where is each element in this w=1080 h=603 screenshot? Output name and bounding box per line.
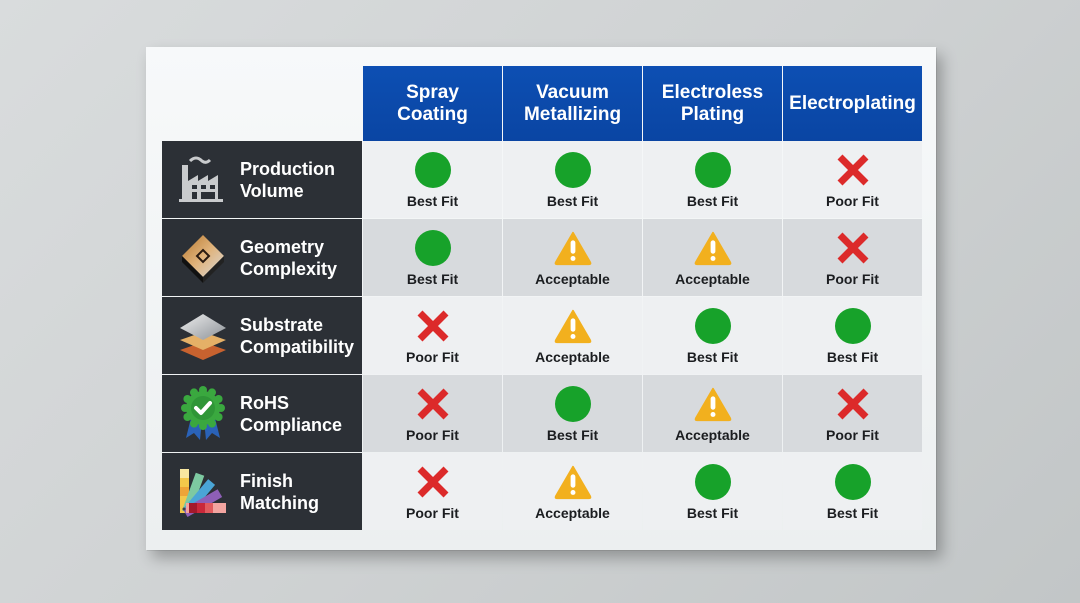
rating-cell: Best Fit (503, 141, 642, 218)
rating-label: Acceptable (535, 348, 610, 365)
column-headers: Spray Coating Vacuum Metallizing Electro… (363, 66, 923, 141)
column-header-electroplating: Electroplating (783, 66, 922, 141)
rating-cell: Best Fit (503, 375, 642, 452)
row-header-finish-matching: Finish Matching (162, 453, 362, 530)
rating-label: Best Fit (406, 270, 459, 287)
rating-cell: Best Fit (363, 141, 502, 218)
rating-label: Best Fit (686, 504, 739, 521)
rating-label: Acceptable (535, 270, 610, 287)
red-x-icon (414, 463, 452, 501)
warning-triangle-icon (554, 463, 592, 501)
column-header-electroless-plating: Electroless Plating (643, 66, 782, 141)
factory-icon (174, 151, 232, 209)
rating-label: Best Fit (826, 504, 879, 521)
warning-triangle-icon (554, 307, 592, 345)
rating-cell: Acceptable (503, 297, 642, 374)
rating-cell: Best Fit (783, 297, 922, 374)
certified-badge-icon (174, 385, 232, 443)
table-row-substrate-compatibility: Substrate Compatibility Poor Fit Acceptabl… (162, 297, 923, 374)
green-circle-icon (554, 385, 592, 423)
rating-cell: Best Fit (363, 219, 502, 296)
table-row-finish-matching: Finish Matching Poor Fit Acceptable Best Fi… (162, 453, 923, 530)
warning-triangle-icon (554, 229, 592, 267)
green-circle-icon (694, 151, 732, 189)
rating-label: Best Fit (406, 192, 459, 209)
rating-cell: Best Fit (643, 141, 782, 218)
green-circle-icon (414, 151, 452, 189)
rating-cell: Poor Fit (363, 453, 502, 530)
table-body: Production Volume Best Fit Best Fit Best Fi… (162, 141, 923, 531)
rating-cell: Poor Fit (363, 375, 502, 452)
rating-cell: Best Fit (783, 453, 922, 530)
rating-label: Poor Fit (826, 270, 879, 287)
green-circle-icon (694, 463, 732, 501)
rating-cell: Acceptable (503, 219, 642, 296)
row-header-substrate-compatibility: Substrate Compatibility (162, 297, 362, 374)
rating-label: Acceptable (675, 270, 750, 287)
row-header-production-volume: Production Volume (162, 141, 362, 218)
rating-label: Poor Fit (826, 192, 879, 209)
rating-label: Poor Fit (406, 504, 459, 521)
row-header-geometry-complexity: Geometry Complexity (162, 219, 362, 296)
red-x-icon (414, 307, 452, 345)
green-circle-icon (834, 307, 872, 345)
rating-cell: Acceptable (643, 375, 782, 452)
comparison-board: Spray Coating Vacuum Metallizing Electro… (146, 47, 936, 550)
table-row-geometry-complexity: Geometry Complexity Best Fit Acceptable Acc… (162, 219, 923, 296)
red-x-icon (414, 385, 452, 423)
layers-icon (174, 307, 232, 365)
rating-label: Best Fit (686, 192, 739, 209)
red-x-icon (834, 385, 872, 423)
row-label: Production Volume (240, 158, 335, 201)
rating-label: Best Fit (686, 348, 739, 365)
rating-cell: Poor Fit (783, 375, 922, 452)
rating-cell: Acceptable (643, 219, 782, 296)
color-swatch-fan-icon (174, 463, 232, 521)
row-label: Geometry Complexity (240, 236, 338, 279)
red-x-icon (834, 229, 872, 267)
red-x-icon (834, 151, 872, 189)
table-row-production-volume: Production Volume Best Fit Best Fit Best Fi… (162, 141, 923, 218)
column-header-spray-coating: Spray Coating (363, 66, 502, 141)
rating-label: Poor Fit (406, 426, 459, 443)
table-row-rohs-compliance: RoHS Compliance Poor Fit Best Fit Acceptabl… (162, 375, 923, 452)
column-header-vacuum-metallizing: Vacuum Metallizing (503, 66, 642, 141)
rating-cell: Best Fit (643, 297, 782, 374)
rating-label: Acceptable (675, 426, 750, 443)
rating-label: Poor Fit (826, 426, 879, 443)
row-label: RoHS Compliance (240, 392, 343, 435)
warning-triangle-icon (694, 229, 732, 267)
rating-label: Acceptable (535, 504, 610, 521)
green-circle-icon (414, 229, 452, 267)
warning-triangle-icon (694, 385, 732, 423)
rating-cell: Acceptable (503, 453, 642, 530)
rating-cell: Poor Fit (783, 219, 922, 296)
rating-label: Best Fit (826, 348, 879, 365)
row-label: Substrate Compatibility (240, 314, 355, 357)
rating-label: Poor Fit (406, 348, 459, 365)
green-circle-icon (554, 151, 592, 189)
row-label: Finish Matching (240, 470, 319, 513)
rating-label: Best Fit (546, 426, 599, 443)
row-header-rohs-compliance: RoHS Compliance (162, 375, 362, 452)
rating-cell: Poor Fit (363, 297, 502, 374)
rating-cell: Best Fit (643, 453, 782, 530)
green-circle-icon (694, 307, 732, 345)
geometry-diamond-icon (174, 229, 232, 287)
green-circle-icon (834, 463, 872, 501)
rating-label: Best Fit (546, 192, 599, 209)
rating-cell: Poor Fit (783, 141, 922, 218)
